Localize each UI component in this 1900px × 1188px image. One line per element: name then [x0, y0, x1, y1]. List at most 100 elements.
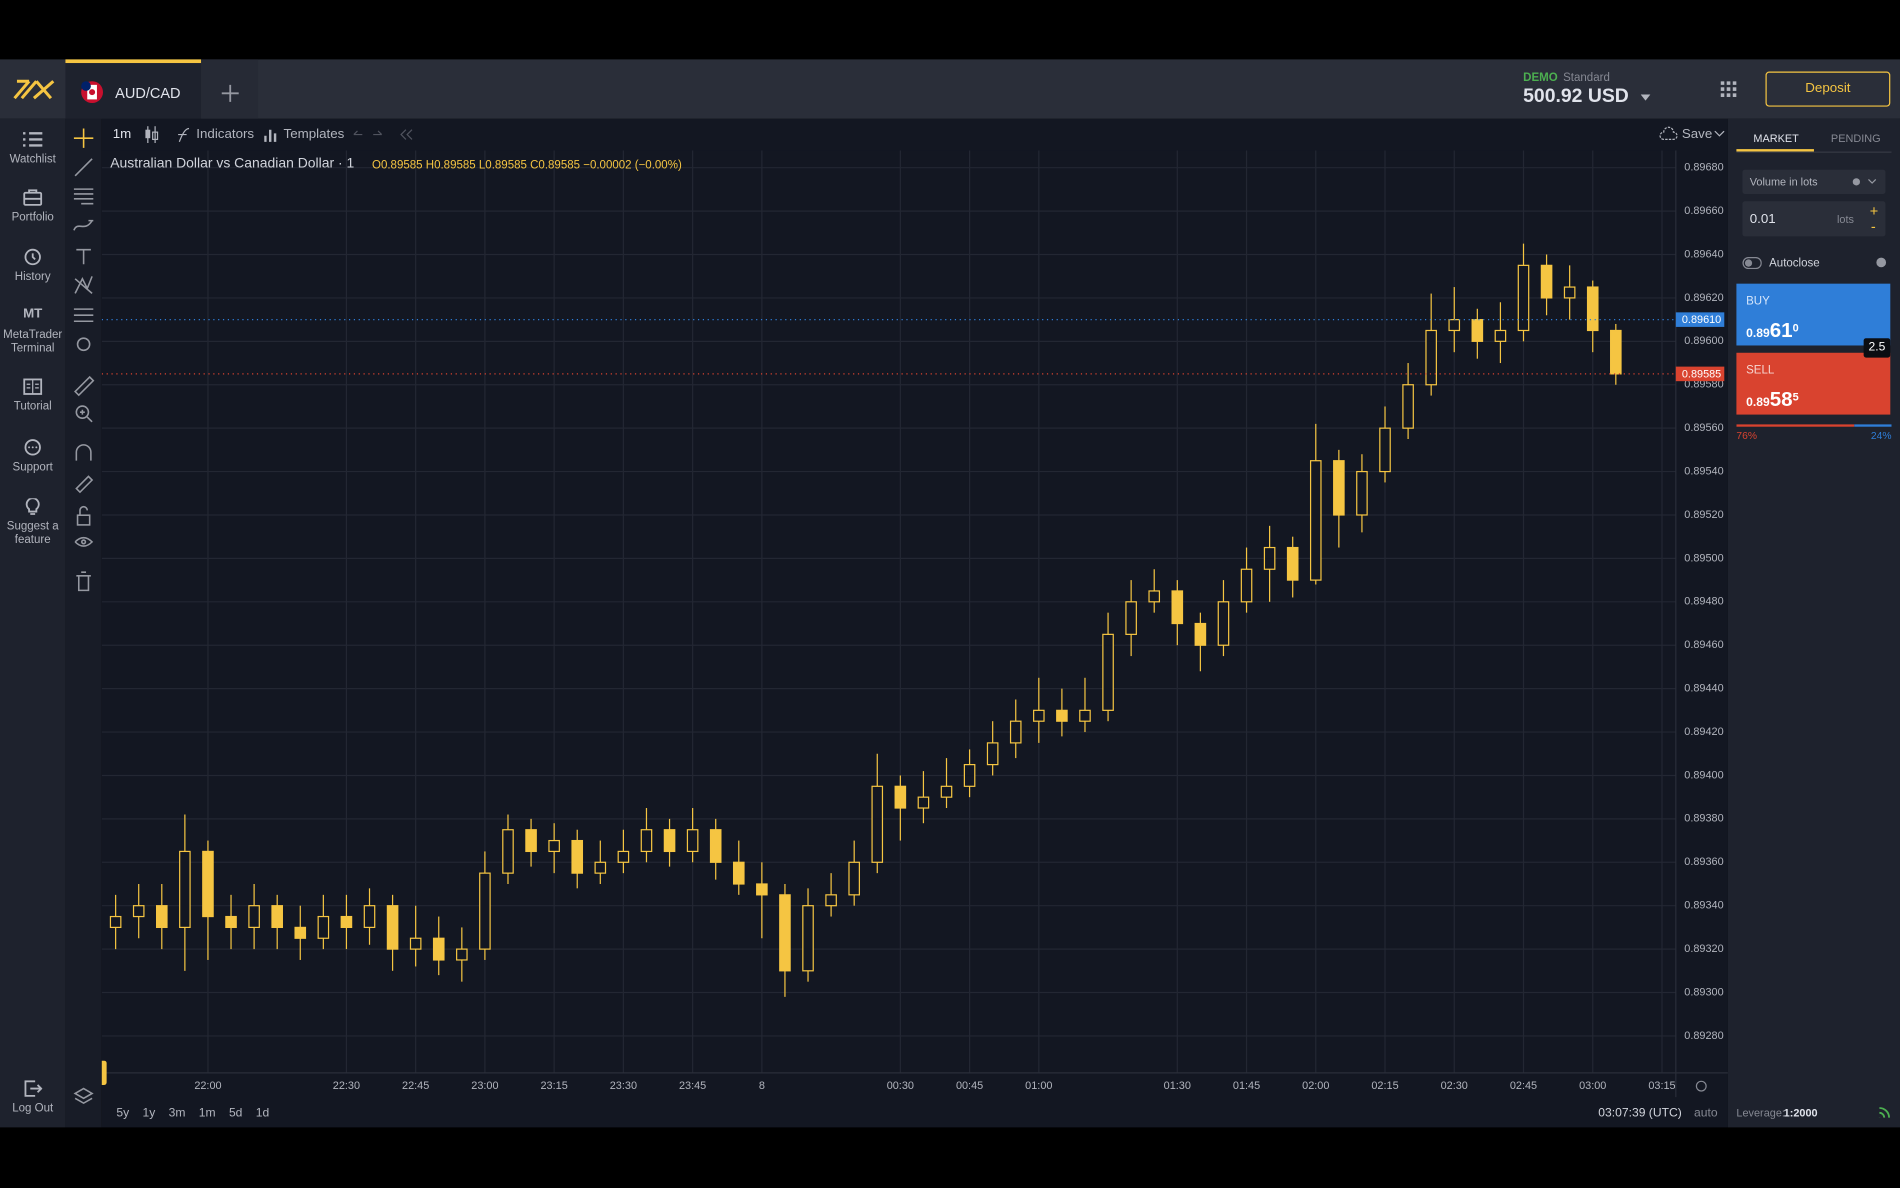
candle-body	[1425, 329, 1437, 386]
range-button[interactable]: 1y	[142, 1106, 156, 1121]
volume-unit: lots	[1836, 213, 1854, 226]
x-tick-label: 02:30	[1441, 1080, 1468, 1092]
x-tick-label: 01:45	[1233, 1080, 1260, 1092]
sell-button[interactable]: SELL 0.89585	[1736, 352, 1891, 415]
chart-type-button[interactable]	[144, 126, 159, 144]
price-tag-label: 0.89610	[1682, 314, 1721, 326]
market-tab[interactable]: MARKET	[1753, 132, 1799, 145]
candle-body	[802, 905, 814, 972]
scale-mode[interactable]: auto	[1693, 1106, 1718, 1121]
account-type: Standard	[1563, 71, 1610, 85]
tool-icons[interactable]	[65, 119, 101, 604]
nav-label: Portfolio	[11, 210, 54, 225]
range-button[interactable]: 1m	[198, 1106, 216, 1121]
volume-mode-select[interactable]: Volume in lots	[1742, 169, 1886, 194]
range-button[interactable]: 5y	[116, 1106, 130, 1121]
mt-icon: MT	[23, 306, 43, 322]
nav-label: Tutorial	[13, 400, 52, 414]
volume-plus[interactable]: +	[1869, 202, 1879, 220]
candle-body	[525, 829, 537, 853]
y-tick-label: 0.89580	[1684, 379, 1723, 391]
candle-body	[848, 861, 860, 896]
chart-toolbar: 1m Indicators Templates Save	[102, 119, 1728, 151]
sentiment-segment	[1736, 424, 1855, 427]
nav-suggest[interactable]: Suggest a feature	[0, 498, 65, 547]
leverage-label: Leverage:	[1736, 1106, 1785, 1119]
autoclose-toggle[interactable]	[1742, 256, 1762, 270]
candle-body	[248, 905, 260, 929]
undo-redo[interactable]	[350, 126, 423, 143]
y-tick-label: 0.89340	[1684, 900, 1723, 912]
nav-metatrader[interactable]: MT MetaTrader Terminal	[0, 306, 65, 355]
candle-body	[1102, 633, 1114, 711]
range-button[interactable]: 3m	[168, 1106, 186, 1121]
candle-body	[1263, 546, 1276, 570]
indicators-icon	[178, 127, 190, 143]
apps-icon[interactable]	[1720, 81, 1737, 97]
x-tick-label: 8	[759, 1080, 765, 1092]
nav-support[interactable]: Support	[0, 439, 65, 474]
pending-tab[interactable]: PENDING	[1830, 132, 1881, 145]
buy-price: 0.89610	[1746, 319, 1799, 343]
candle-body	[317, 915, 330, 939]
candle-body	[386, 905, 399, 950]
candle-body	[686, 829, 699, 853]
flag-icon	[81, 81, 103, 104]
autoclose-help[interactable]	[1876, 257, 1887, 268]
save-button[interactable]: Save	[1681, 127, 1713, 142]
interval-button[interactable]: 1m	[112, 127, 132, 142]
leverage-value: 1:2000	[1783, 1106, 1818, 1119]
candle-body	[179, 850, 191, 929]
x-tick-label: 00:30	[887, 1080, 914, 1092]
range-bar: 5y 1y 3m 1m 5d 1d	[116, 1106, 282, 1123]
nav-watchlist[interactable]: Watchlist	[0, 131, 65, 166]
nav-portfolio[interactable]: Portfolio	[0, 189, 65, 224]
range-button[interactable]: 5d	[228, 1106, 243, 1121]
volume-value: 0.01	[1749, 212, 1776, 227]
candle-body	[871, 785, 884, 863]
spread: 2.5	[1863, 338, 1891, 358]
tab-label: AUD/CAD	[115, 84, 181, 102]
range-button[interactable]: 1d	[255, 1106, 270, 1121]
price-tag	[1675, 366, 1725, 382]
candle-body	[986, 742, 999, 766]
x-tick-label: 22:00	[194, 1080, 221, 1092]
deposit-button[interactable]: Deposit	[1765, 71, 1891, 107]
layers-icon[interactable]	[65, 1084, 101, 1108]
x-tick-label: 00:45	[956, 1080, 983, 1092]
templates-button[interactable]: Templates	[283, 127, 345, 142]
y-tick-label: 0.89500	[1684, 552, 1723, 564]
price-sup: 0	[1792, 321, 1799, 334]
y-tick-label: 0.89480	[1684, 596, 1723, 608]
candle-body	[432, 937, 445, 961]
indicators-button[interactable]: Indicators	[196, 127, 255, 142]
volume-input[interactable]: 0.01 lots + -	[1742, 201, 1886, 237]
x-tick-label: 22:45	[402, 1080, 429, 1092]
y-tick-label: 0.89600	[1684, 335, 1723, 347]
logo[interactable]	[12, 76, 56, 103]
sentiment-segment	[1854, 424, 1892, 427]
chart[interactable]: 0.89680 0.89660 0.89640 0.89620 0.89600 0.895…	[101, 150, 1728, 1098]
nav-logout[interactable]: Log Out	[0, 1080, 65, 1115]
y-tick-label: 0.89520	[1684, 509, 1723, 521]
save-caret[interactable]	[1714, 130, 1725, 138]
candle-body	[825, 894, 837, 907]
candle-body	[1333, 460, 1345, 516]
sell-price: 0.89585	[1746, 388, 1799, 412]
candle-body	[1471, 319, 1484, 342]
autoclose-label: Autoclose	[1769, 256, 1820, 271]
candle-body	[1494, 329, 1507, 342]
volume-minus[interactable]: -	[1870, 218, 1876, 236]
y-tick-label: 0.89380	[1684, 813, 1723, 825]
plot-background	[101, 150, 1676, 1073]
add-tab[interactable]	[201, 59, 259, 119]
balance-caret[interactable]	[1640, 94, 1651, 102]
nav-history[interactable]: History	[0, 248, 65, 284]
balance[interactable]: 500.92 USD	[1523, 86, 1629, 107]
symbol-tab[interactable]: AUD/CAD	[65, 59, 202, 119]
sell-label: SELL	[1746, 363, 1775, 378]
candle-body	[1125, 601, 1137, 635]
nav-tutorial[interactable]: Tutorial	[0, 378, 65, 413]
price-sup: 5	[1792, 390, 1799, 403]
buy-button[interactable]: BUY 0.89610	[1736, 283, 1891, 346]
